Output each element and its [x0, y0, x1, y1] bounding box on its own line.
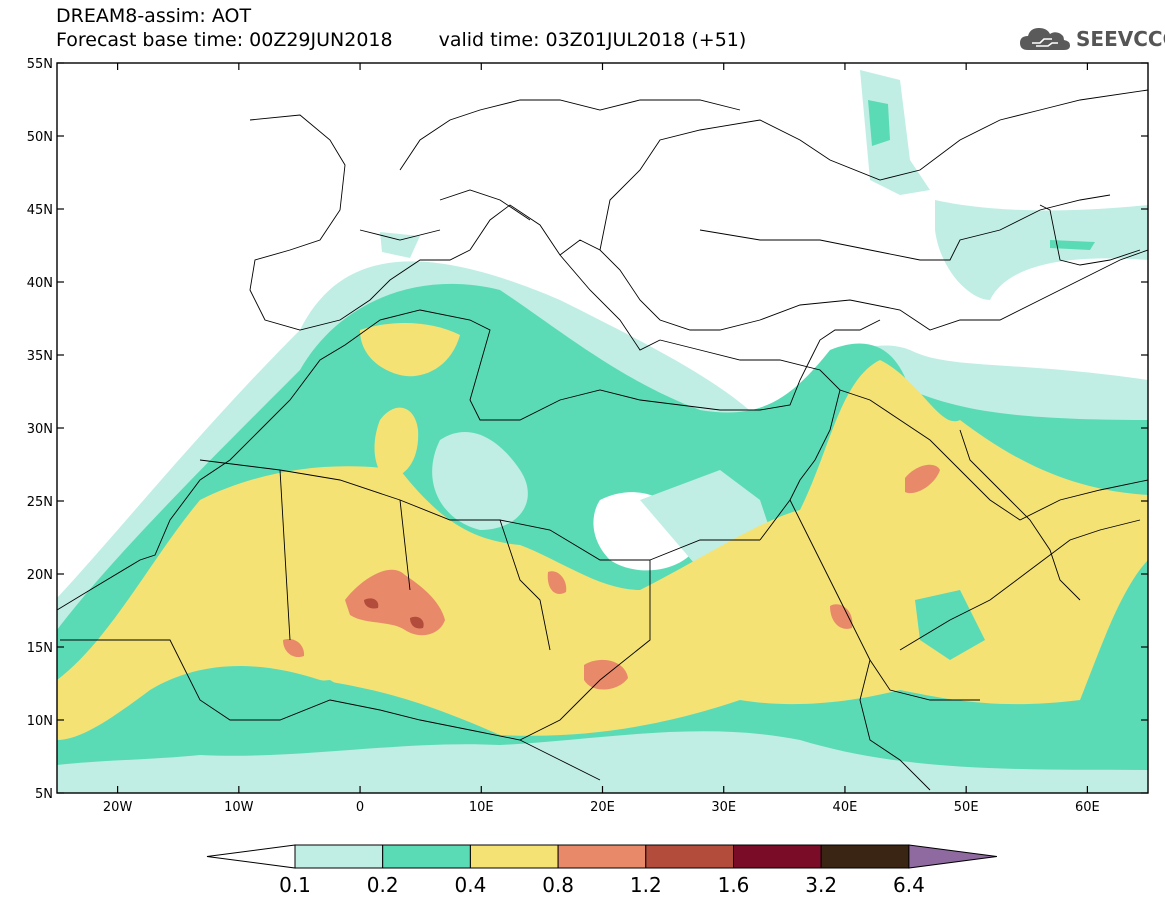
cloud-icon [1020, 28, 1070, 50]
lat-tick-label: 15N [27, 641, 53, 656]
legend-label: 0.1 [279, 873, 311, 897]
lon-tick-label: 10W [224, 800, 254, 815]
aot-band-1-2 [364, 598, 424, 629]
coastlines-borders [57, 89, 1148, 791]
legend-label: 0.2 [367, 873, 399, 897]
legend-swatch [557, 844, 647, 869]
lat-tick-label: 55N [27, 57, 53, 72]
lat-tick-label: 5N [35, 787, 53, 802]
lon-tick-label: 50E [954, 800, 979, 815]
logo-text: SEEVCCC [1076, 27, 1165, 51]
map-title: DREAM8-assim: AOT [56, 5, 252, 27]
lon-tick-label: 0 [356, 800, 364, 815]
forecast-base-time: Forecast base time: 00Z29JUN2018 [56, 29, 393, 51]
legend-label: 1.6 [718, 873, 750, 897]
legend-swatch [733, 844, 822, 869]
lon-tick-label: 20E [590, 800, 615, 815]
aot-band-0-4 [57, 323, 1148, 740]
legend-label: 1.2 [630, 873, 662, 897]
lat-tick-label: 50N [27, 130, 53, 145]
aot-field [57, 70, 1148, 793]
seevccc-logo: SEEVCCC [1018, 24, 1165, 54]
map-title-block: DREAM8-assim: AOT Forecast base time: 00… [56, 4, 746, 52]
legend-under-arrow [206, 844, 296, 869]
legend-label: 3.2 [805, 873, 837, 897]
lat-tick-label: 10N [27, 714, 53, 729]
lon-tick-label: 10E [469, 800, 494, 815]
lat-tick-label: 25N [27, 495, 53, 510]
legend-swatch [645, 844, 734, 869]
valid-time: valid time: 03Z01JUL2018 (+51) [438, 29, 747, 51]
map-axes: 20W 10W 0 10E 20E 30E 40E 50E 60E 5N 10N 15N 20N 25N 3… [27, 57, 1148, 815]
lon-tick-label: 60E [1075, 800, 1100, 815]
lat-tick-label: 45N [27, 203, 53, 218]
legend-label: 0.4 [454, 873, 486, 897]
legend-label: 0.8 [542, 873, 574, 897]
lat-tick-label: 35N [27, 349, 53, 364]
time-info: Forecast base time: 00Z29JUN2018 valid ti… [56, 28, 746, 52]
lon-tick-label: 20W [103, 800, 133, 815]
lat-tick-label: 20N [27, 568, 53, 583]
lat-tick-label: 30N [27, 422, 53, 437]
legend-swatch [382, 844, 471, 869]
legend-label: 6.4 [893, 873, 925, 897]
lat-tick-label: 40N [27, 276, 53, 291]
legend-swatch [294, 844, 384, 869]
lon-tick-label: 40E [833, 800, 858, 815]
lon-tick-label: 30E [711, 800, 736, 815]
aot-color-legend: 0.1 0.2 0.4 0.8 1.2 1.6 3.2 6.4 [206, 844, 997, 897]
legend-over-arrow [908, 844, 997, 869]
legend-swatch [469, 844, 559, 869]
legend-swatch [820, 844, 910, 869]
